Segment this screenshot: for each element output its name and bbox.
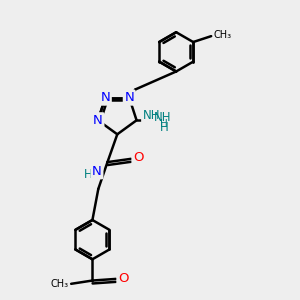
- Text: CH₃: CH₃: [50, 279, 68, 289]
- Text: H: H: [160, 119, 167, 129]
- Text: N: N: [93, 114, 103, 127]
- Text: O: O: [118, 272, 128, 285]
- Text: O: O: [133, 151, 143, 164]
- Text: N: N: [124, 91, 134, 104]
- Text: H: H: [160, 121, 169, 134]
- Text: N: N: [100, 91, 110, 104]
- Text: NH: NH: [142, 109, 160, 122]
- Text: N: N: [92, 165, 102, 178]
- Text: H: H: [84, 168, 93, 181]
- Text: NH: NH: [154, 111, 171, 124]
- Text: CH₃: CH₃: [214, 30, 232, 40]
